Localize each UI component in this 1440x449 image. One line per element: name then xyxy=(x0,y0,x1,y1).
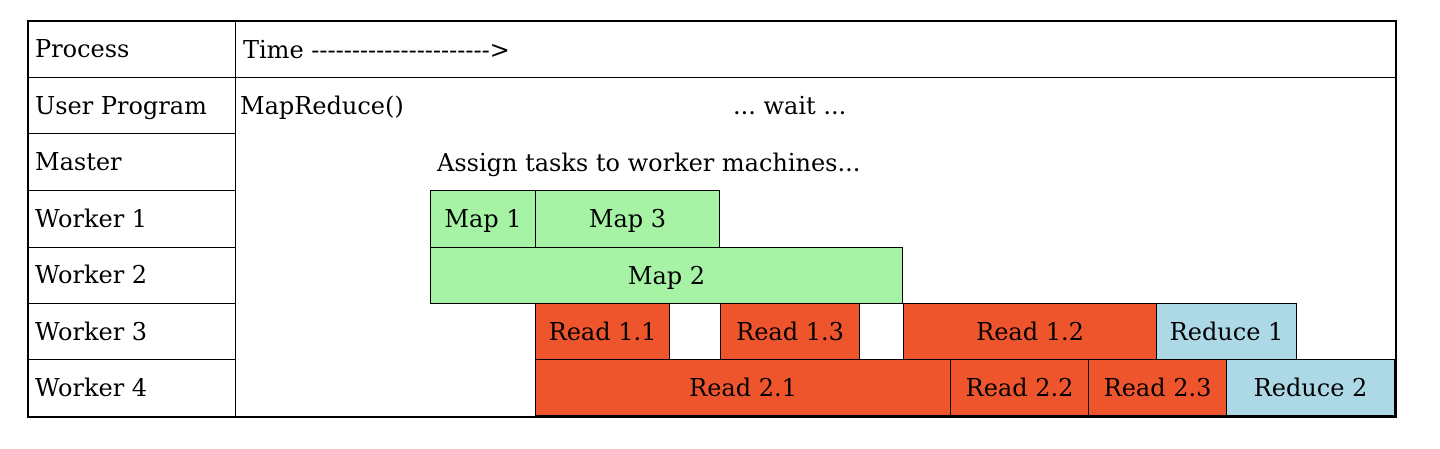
task-reduce-1: Reduce 1 xyxy=(1156,303,1297,360)
row-label-master: Master xyxy=(35,148,122,176)
row-divider xyxy=(27,133,236,134)
header-time: Time ----------------------> xyxy=(243,36,510,64)
mapreduce-timeline-diagram: Map 1 Map 3 Map 2 Read 1.1 Read 1.3 Read… xyxy=(27,20,1397,418)
master-assign-text: Assign tasks to worker machines... xyxy=(437,149,861,177)
row-label-worker-1: Worker 1 xyxy=(35,205,148,233)
task-read-1-3: Read 1.3 xyxy=(720,303,860,360)
task-reduce-2-label: Reduce 2 xyxy=(1253,373,1368,402)
task-read-1-1: Read 1.1 xyxy=(535,303,670,360)
task-map-1-label: Map 1 xyxy=(444,205,522,233)
row-divider xyxy=(27,359,236,360)
task-reduce-1-label: Reduce 1 xyxy=(1169,317,1284,346)
task-read-1-3-label: Read 1.3 xyxy=(736,317,844,346)
row-label-worker-2: Worker 2 xyxy=(35,261,148,289)
row-divider xyxy=(27,247,236,248)
task-map-2: Map 2 xyxy=(430,247,903,304)
row-label-worker-3: Worker 3 xyxy=(35,318,148,346)
task-read-1-2-label: Read 1.2 xyxy=(976,317,1084,346)
idle-gap xyxy=(669,303,721,360)
user-program-wait: ... wait ... xyxy=(733,92,847,120)
table-border xyxy=(27,20,1397,418)
task-read-2-1-label: Read 2.1 xyxy=(689,373,797,402)
task-read-2-3: Read 2.3 xyxy=(1088,359,1227,416)
task-map-1: Map 1 xyxy=(430,190,536,248)
task-read-2-3-label: Read 2.3 xyxy=(1103,373,1212,402)
task-map-3-label: Map 3 xyxy=(588,205,667,233)
task-map-2-label: Map 2 xyxy=(627,261,706,290)
task-read-2-2-label: Read 2.2 xyxy=(965,373,1074,402)
row-label-user-program: User Program xyxy=(35,92,207,120)
header-divider xyxy=(27,77,1397,78)
row-divider xyxy=(27,190,236,191)
task-read-1-1-label: Read 1.1 xyxy=(548,317,657,346)
column-divider xyxy=(235,20,236,418)
row-label-worker-4: Worker 4 xyxy=(35,374,148,402)
task-read-2-1: Read 2.1 xyxy=(535,359,951,416)
task-reduce-2: Reduce 2 xyxy=(1226,359,1395,416)
task-read-1-2: Read 1.2 xyxy=(903,303,1157,360)
row-divider xyxy=(27,303,236,304)
header-process: Process xyxy=(35,35,130,63)
task-read-2-2: Read 2.2 xyxy=(950,359,1089,416)
user-program-call: MapReduce() xyxy=(240,92,404,120)
